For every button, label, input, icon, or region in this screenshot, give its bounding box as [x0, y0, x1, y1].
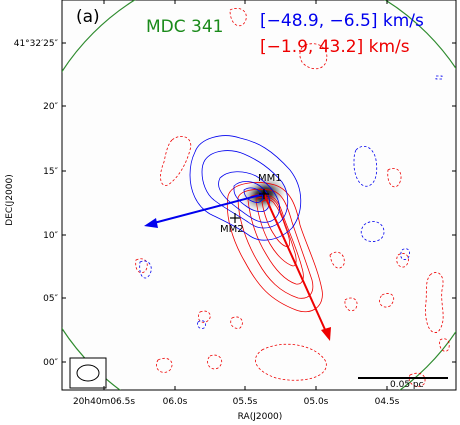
red-velocity-range: [−1.9, 43.2] km/s [260, 37, 410, 57]
blue-velocity-range: [−48.9, −6.5] km/s [260, 11, 424, 31]
x-axis-label: RA(J2000) [238, 412, 283, 422]
y-tick-label: 10″ [43, 231, 58, 241]
y-axis-label: DEC(J2000) [5, 174, 15, 225]
mm2-marker [230, 213, 240, 223]
x-tick-label: 04.5s [375, 397, 400, 407]
scale-bar-label: 0.05 pc [390, 380, 424, 390]
x-ticks [103, 0, 388, 390]
red-outflow-arrow [263, 193, 331, 341]
red-lobe-contours [226, 182, 323, 313]
source-name: MDC 341 [146, 17, 223, 37]
red-dashed-contours [135, 7, 450, 387]
mm1-label: MM1 [258, 173, 282, 184]
x-tick-label: 20h40m06.5s [73, 397, 135, 407]
beam-ellipse [76, 364, 100, 382]
blue-outflow-arrow [144, 193, 265, 228]
y-tick-label: 20″ [43, 102, 58, 112]
y-tick-label: 15″ [43, 167, 58, 177]
mm2-label: MM2 [220, 224, 244, 235]
y-tick-label: 00″ [43, 358, 58, 368]
mm1-marker [259, 189, 269, 199]
x-tick-label: 05.0s [304, 397, 329, 407]
y-ticks [62, 42, 456, 363]
beam-box [69, 357, 107, 389]
y-tick-label: 41°32′25″ [14, 39, 59, 49]
x-tick-label: 06.0s [163, 397, 188, 407]
y-tick-label: 05″ [43, 294, 58, 304]
x-tick-label: 05.5s [233, 397, 258, 407]
blue-dashed-contours [139, 75, 443, 329]
panel-label: (a) [76, 7, 100, 27]
